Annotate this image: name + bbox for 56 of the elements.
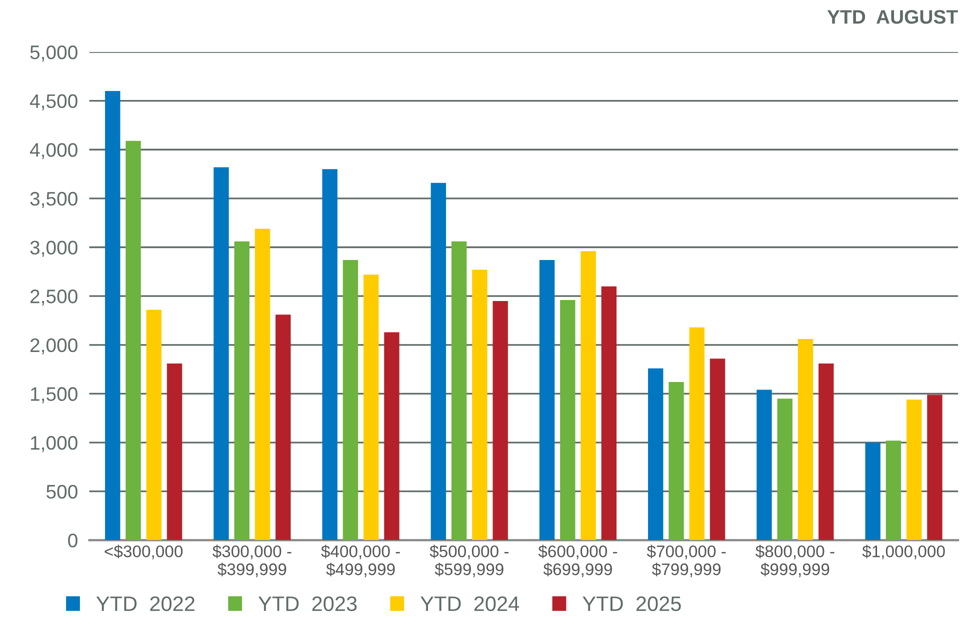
bar (322, 169, 338, 540)
y-tick-label: 1,500 (31, 387, 78, 404)
y-tick-label: 0 (68, 534, 78, 548)
legend-label: YTD 2025 (582, 596, 681, 612)
bar (886, 440, 902, 540)
bar (927, 394, 942, 540)
bar (254, 228, 270, 540)
bar (214, 167, 229, 540)
bar (539, 260, 555, 540)
bar (710, 358, 726, 540)
bar (384, 332, 400, 540)
y-tick-label: 3,000 (30, 240, 78, 257)
legend-label: YTD 2024 (420, 596, 520, 612)
bar (756, 390, 772, 540)
legend-label: YTD 2022 (96, 596, 194, 612)
bar (906, 400, 922, 540)
y-tick-label: 4,000 (30, 143, 78, 160)
x-tick-label: $800,000 - $999,999 (756, 544, 834, 578)
bar (689, 327, 704, 540)
bar (166, 363, 182, 540)
bar (648, 368, 664, 540)
bar (560, 300, 576, 540)
bar (601, 286, 617, 540)
bar (777, 398, 792, 540)
bar (668, 382, 684, 540)
y-tick-label: 2,000 (30, 338, 78, 354)
bar (146, 310, 162, 540)
bar (472, 270, 488, 540)
x-tick-label: $300,000 - $399,999 (212, 544, 292, 578)
x-tick-label: <$300,000 (104, 544, 183, 560)
bar (276, 314, 291, 540)
bar (105, 91, 120, 540)
bar (363, 274, 379, 540)
y-tick-label: 1,000 (31, 436, 78, 452)
y-tick-label: 3,500 (30, 192, 78, 208)
bar (342, 260, 358, 540)
y-tick-label: 4,500 (30, 94, 78, 110)
bar (798, 339, 814, 540)
bar (865, 442, 880, 540)
bar (234, 241, 250, 540)
bar (818, 363, 834, 540)
bar (451, 241, 467, 540)
y-tick-label: 2,500 (30, 290, 78, 306)
bar (430, 182, 446, 540)
y-tick-label: 5,000 (30, 45, 78, 62)
x-tick-label: $600,000 - $699,999 (538, 544, 618, 578)
x-tick-label: $700,000 - $799,999 (646, 544, 726, 578)
bar (126, 140, 141, 540)
x-tick-label: $1,000,000 (862, 544, 945, 560)
legend-label: YTD 2023 (258, 596, 357, 612)
x-tick-label: $500,000 - $599,999 (430, 544, 508, 578)
x-tick-label: $400,000 - $499,999 (321, 544, 400, 578)
bar (492, 300, 508, 540)
y-tick-label: 500 (46, 484, 78, 499)
chart-title: YTD AUGUST (827, 10, 958, 24)
bar (580, 251, 596, 540)
